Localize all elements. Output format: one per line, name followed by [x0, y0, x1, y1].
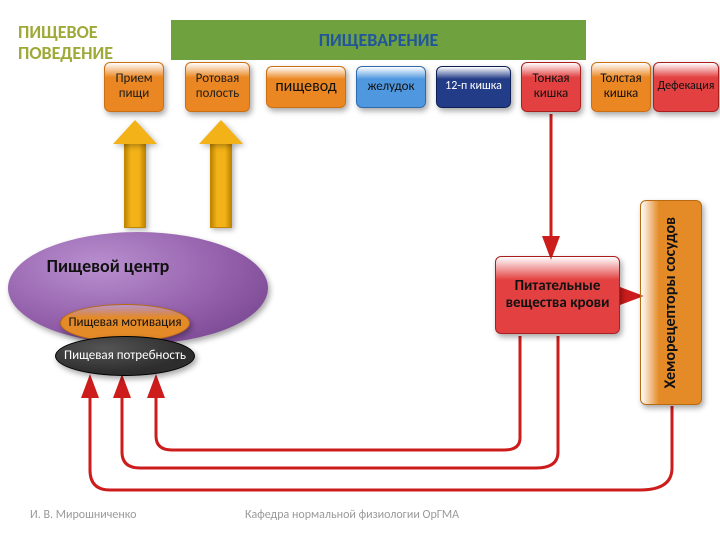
stage-oral-label: Ротовая полость	[186, 72, 249, 102]
chemoreceptors-box: Хеморецепторы сосудов	[640, 200, 702, 405]
stage-small-label: Тонкая кишка	[522, 72, 580, 102]
food-need-label: Пищевая потребность	[64, 349, 186, 364]
stage-large: Толстая кишка	[591, 62, 651, 112]
up-arrow-1-head	[199, 120, 243, 144]
footer-author: И. В. Мирошниченко	[30, 508, 136, 522]
footer-dept: Кафедра нормальной физиологии ОрГМА	[245, 508, 459, 522]
stage-stomach-label: желудок	[367, 80, 414, 95]
up-arrow-0-head	[113, 120, 157, 144]
stage-defec: Дефекация	[653, 62, 719, 112]
stage-small: Тонкая кишка	[521, 62, 581, 112]
behavior-heading-label: ПИЩЕВОЕ ПОВЕДЕНИЕ	[18, 21, 113, 64]
up-arrow-1	[210, 142, 232, 228]
stage-defec-label: Дефекация	[658, 80, 715, 94]
nutrients-box: Питательные вещества крови	[495, 256, 620, 334]
digestion-banner-label: ПИЩЕВАРЕНИЕ	[319, 30, 439, 51]
stage-duod: 12-п кишка	[436, 66, 511, 108]
food-motivation-label: Пищевая мотивация	[68, 316, 181, 331]
digestion-banner: ПИЩЕВАРЕНИЕ	[171, 20, 586, 60]
stage-esoph-label: пищевод	[275, 78, 336, 96]
stage-intake-label: Прием пищи	[105, 72, 163, 102]
food-center-label: Пищевой центр	[47, 256, 170, 277]
stage-stomach: желудок	[356, 66, 426, 108]
stage-esoph: пищевод	[266, 66, 346, 108]
nutrients-label: Питательные вещества крови	[496, 278, 619, 313]
food-need-oval: Пищевая потребность	[55, 336, 195, 376]
chemoreceptors-label: Хеморецепторы сосудов	[662, 217, 680, 388]
stage-oral: Ротовая полость	[185, 62, 250, 112]
up-arrow-0	[124, 142, 146, 228]
stage-intake: Прием пищи	[104, 62, 164, 112]
stage-large-label: Толстая кишка	[592, 72, 650, 102]
stage-duod-label: 12-п кишка	[445, 80, 502, 94]
